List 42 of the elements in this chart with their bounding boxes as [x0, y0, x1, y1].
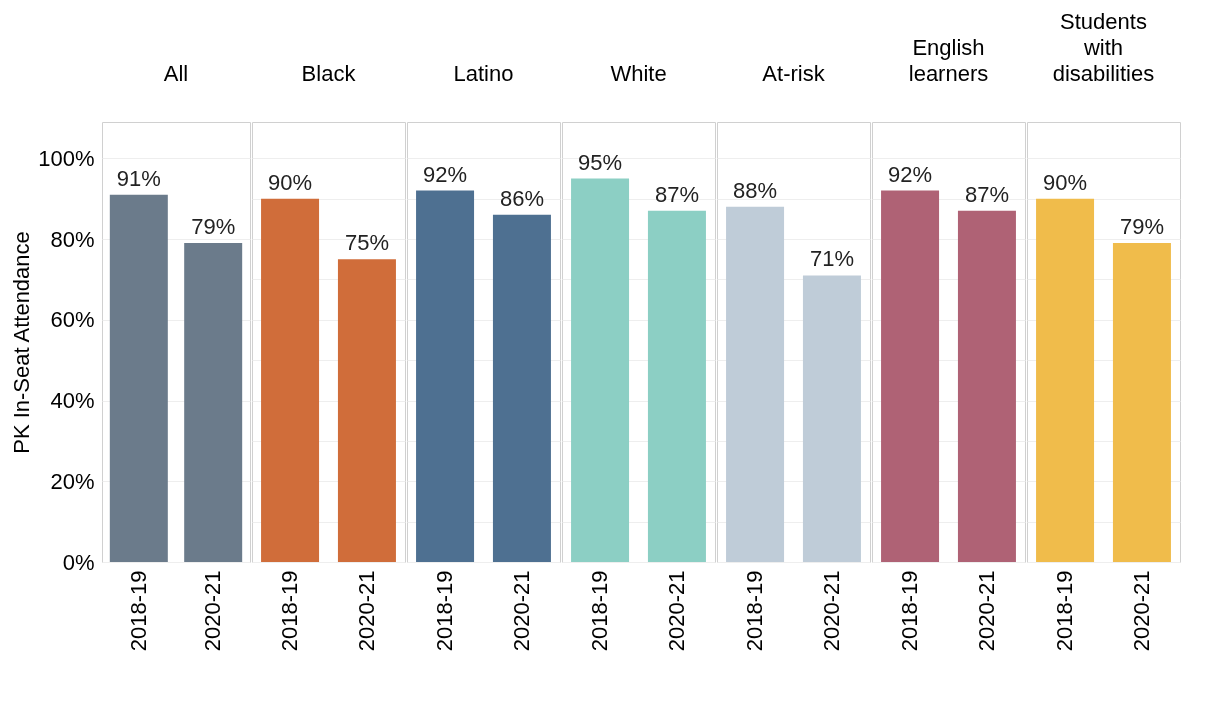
data-label: 90% [1043, 169, 1088, 195]
data-label: 88% [733, 177, 778, 203]
y-tick-label: 100% [38, 145, 95, 171]
y-axis-title: PK In-Seat Attendance [9, 231, 35, 454]
chart-title: English learners [908, 35, 989, 86]
data-label: 87% [654, 181, 699, 207]
x-tick-label: 2018-19 [277, 570, 303, 652]
y-tick-label: 20% [50, 468, 95, 494]
x-tick-label: 2020-21 [663, 570, 689, 652]
x-tick-label: 2018-19 [1052, 570, 1078, 652]
data-label: 91% [116, 165, 161, 191]
data-label: 75% [344, 230, 389, 256]
x-tick-label: 2018-19 [742, 570, 768, 652]
chart-title: Latino [453, 61, 514, 86]
data-label: 86% [499, 185, 544, 211]
x-tick-label: 2018-19 [432, 570, 458, 652]
chart-title: At-risk [762, 61, 826, 86]
chart-title: Black [301, 61, 357, 86]
x-tick-label: 2020-21 [973, 570, 999, 652]
x-tick-label: 2020-21 [200, 570, 226, 652]
data-label: 92% [423, 161, 468, 187]
y-tick-label: 0% [62, 549, 95, 575]
chart-title: All [163, 61, 189, 86]
chart-title: White [610, 61, 667, 86]
x-tick-label: 2020-21 [353, 570, 379, 652]
data-label: 71% [809, 246, 854, 272]
x-tick-label: 2018-19 [897, 570, 923, 652]
data-label: 79% [1119, 214, 1164, 240]
y-tick-label: 80% [50, 226, 95, 252]
y-tick-label: 40% [50, 388, 95, 414]
x-tick-label: 2018-19 [587, 570, 613, 652]
data-label: 79% [191, 214, 236, 240]
x-tick-label: 2018-19 [125, 570, 151, 652]
chart-title: Students with disabilities [1052, 9, 1155, 86]
x-tick-label: 2020-21 [1128, 570, 1154, 652]
x-tick-label: 2020-21 [508, 570, 534, 652]
data-label: 95% [578, 149, 623, 175]
data-label: 90% [268, 169, 313, 195]
x-tick-label: 2020-21 [818, 570, 844, 652]
y-tick-label: 60% [50, 307, 95, 333]
data-label: 92% [888, 161, 933, 187]
data-label: 87% [964, 181, 1009, 207]
